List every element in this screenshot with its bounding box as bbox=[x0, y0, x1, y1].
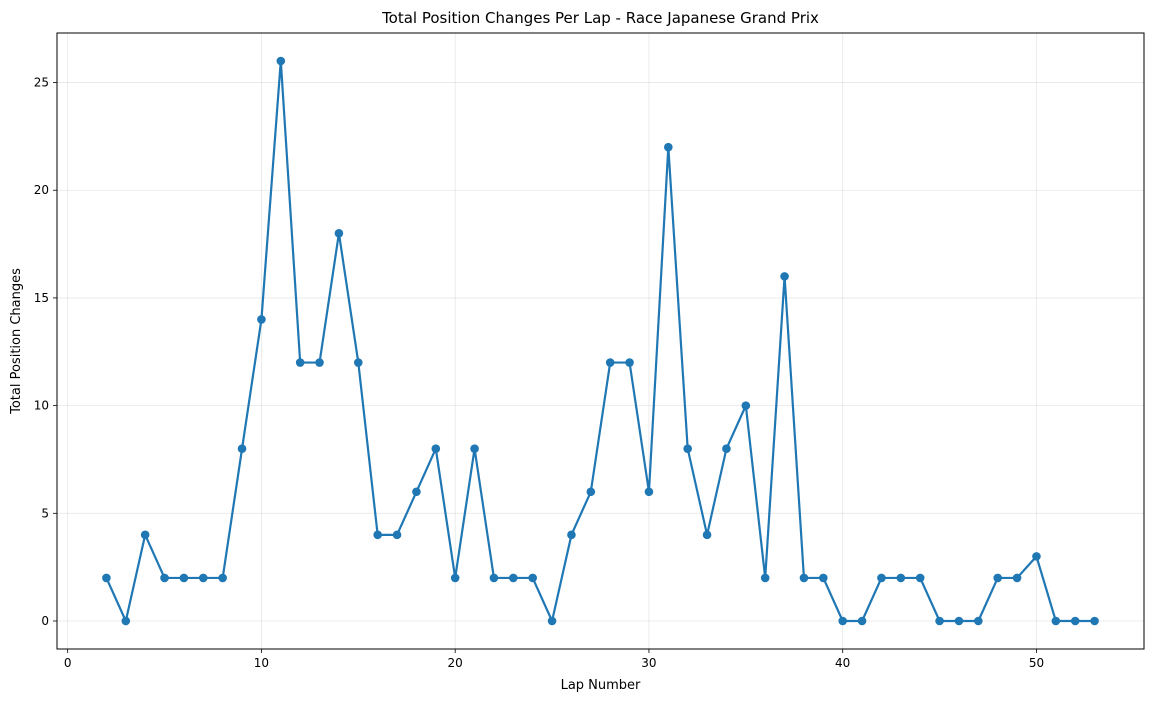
data-point bbox=[450, 573, 460, 583]
data-point bbox=[179, 573, 189, 583]
data-point bbox=[915, 573, 925, 583]
data-point bbox=[295, 358, 305, 367]
data-point bbox=[392, 530, 402, 540]
data-point bbox=[896, 573, 906, 583]
data-point bbox=[819, 573, 828, 583]
data-point bbox=[470, 444, 479, 453]
chart-title: Total Position Changes Per Lap - Race Ja… bbox=[381, 9, 819, 27]
grid-lines bbox=[57, 33, 1144, 649]
data-point bbox=[315, 358, 324, 367]
y-tick-label: 0 bbox=[41, 614, 49, 628]
x-tick-label: 40 bbox=[835, 656, 850, 670]
data-point bbox=[1051, 616, 1061, 626]
data-point bbox=[683, 444, 692, 453]
data-point bbox=[528, 573, 537, 583]
data-point bbox=[140, 530, 150, 540]
x-axis-ticks: 0 10 20 30 40 50 bbox=[64, 649, 1044, 670]
y-tick-label: 10 bbox=[34, 399, 49, 413]
x-tick-label: 30 bbox=[641, 656, 656, 670]
data-point bbox=[218, 573, 227, 583]
data-point bbox=[838, 616, 848, 626]
data-point bbox=[954, 616, 964, 626]
data-point bbox=[1090, 616, 1099, 626]
data-point bbox=[702, 530, 712, 540]
data-point bbox=[605, 358, 615, 367]
data-point bbox=[993, 573, 1003, 583]
data-point bbox=[760, 573, 770, 583]
data-point bbox=[509, 573, 518, 583]
data-point bbox=[857, 616, 867, 626]
data-point bbox=[160, 573, 169, 583]
data-point bbox=[625, 358, 634, 367]
y-tick-label: 20 bbox=[34, 183, 49, 197]
x-tick-label: 0 bbox=[64, 656, 72, 670]
data-point bbox=[644, 487, 654, 497]
data-point bbox=[102, 573, 111, 583]
data-point bbox=[373, 530, 382, 540]
data-point bbox=[722, 444, 731, 453]
data-point bbox=[586, 487, 596, 497]
x-tick-label: 50 bbox=[1029, 656, 1044, 670]
data-point bbox=[567, 530, 576, 540]
data-point bbox=[237, 444, 247, 453]
data-point bbox=[974, 616, 983, 626]
data-point bbox=[353, 358, 363, 367]
data-point bbox=[799, 573, 809, 583]
data-point bbox=[412, 487, 421, 497]
data-point bbox=[1070, 616, 1080, 626]
plot-frame bbox=[56, 32, 1145, 650]
y-tick-label: 5 bbox=[41, 506, 49, 520]
series-line bbox=[105, 59, 1095, 623]
data-point bbox=[334, 229, 344, 238]
data-point bbox=[257, 315, 266, 324]
data-point bbox=[1012, 573, 1022, 583]
data-point bbox=[198, 573, 208, 583]
data-point bbox=[877, 573, 886, 583]
data-point bbox=[741, 401, 751, 410]
data-point bbox=[489, 573, 499, 583]
y-tick-label: 15 bbox=[34, 291, 49, 305]
y-axis-title: Total Position Changes bbox=[9, 268, 24, 415]
data-point bbox=[780, 272, 789, 281]
y-axis-ticks: 0 5 10 15 20 25 bbox=[34, 76, 57, 628]
data-point bbox=[1032, 552, 1041, 561]
data-point bbox=[121, 616, 131, 626]
series-layer bbox=[102, 56, 1099, 626]
x-axis-title: Lap Number bbox=[561, 678, 641, 693]
data-point bbox=[664, 142, 673, 152]
data-point bbox=[431, 444, 441, 453]
x-tick-label: 10 bbox=[254, 656, 269, 670]
x-tick-label: 20 bbox=[448, 656, 463, 670]
data-point bbox=[935, 616, 944, 626]
y-tick-label: 25 bbox=[34, 76, 49, 90]
data-point bbox=[547, 616, 557, 626]
data-point bbox=[276, 56, 286, 66]
